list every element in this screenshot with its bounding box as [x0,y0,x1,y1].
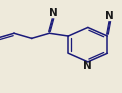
Text: N: N [49,8,57,18]
Text: N: N [105,11,114,21]
Text: N: N [83,61,92,72]
